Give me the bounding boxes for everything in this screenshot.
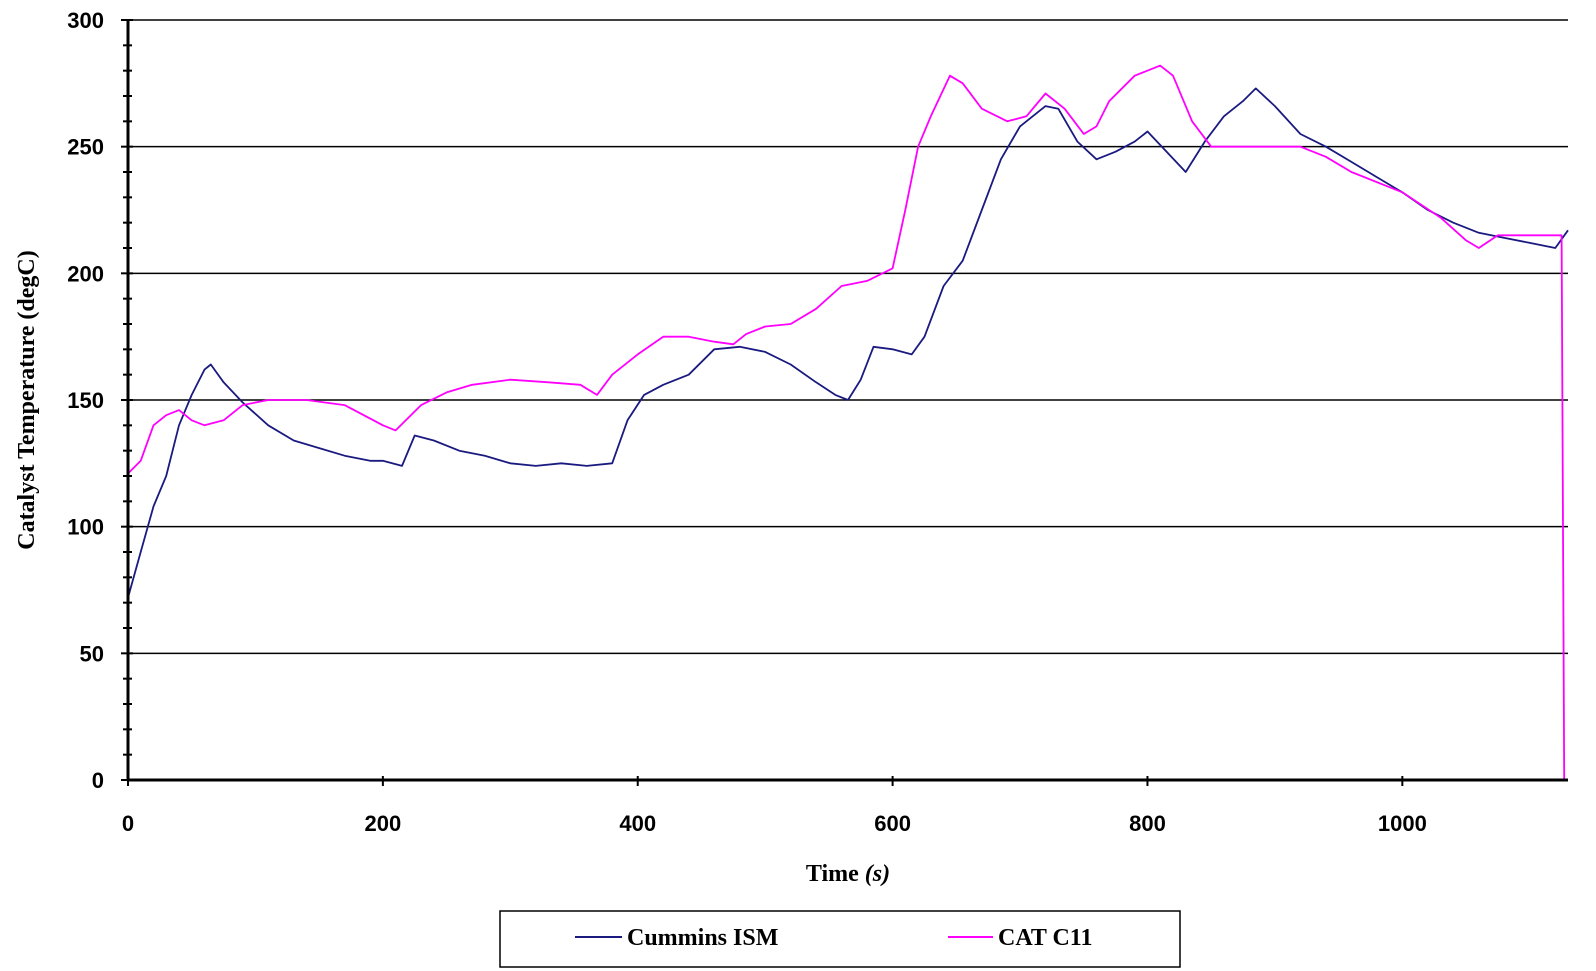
series-line-cat-c11 — [127, 64, 1566, 781]
legend-box — [499, 910, 1181, 968]
y-tick-label: 250 — [67, 135, 104, 160]
series-lines — [127, 64, 1569, 781]
x-axis: 0 200 400 600 800 1000 — [122, 776, 1568, 836]
gridlines — [128, 19, 1568, 655]
x-tick-label: 0 — [122, 811, 134, 836]
y-tick-label: 50 — [80, 641, 104, 666]
legend-label-cat-c11: CAT C11 — [998, 925, 1092, 951]
y-tick-label: 100 — [67, 515, 104, 540]
legend: Cummins ISM CAT C11 — [499, 910, 1181, 968]
x-axis-title-unit: (s) — [865, 861, 890, 887]
x-tick-label: 200 — [365, 811, 402, 836]
y-axis-title: Catalyst Temperature (degC) — [14, 250, 40, 550]
y-axis: 0 50 100 150 200 250 300 — [67, 8, 133, 793]
x-tick-label: 1000 — [1378, 811, 1427, 836]
y-tick-label: 300 — [67, 8, 104, 33]
x-axis-title-main: Time — [806, 861, 859, 887]
series-line-cummins-ism — [127, 87, 1569, 598]
y-tick-label: 150 — [67, 388, 104, 413]
x-tick-label: 400 — [619, 811, 656, 836]
y-tick-label: 200 — [67, 261, 104, 286]
x-axis-title: Time (s) — [806, 861, 890, 887]
x-tick-label: 600 — [874, 811, 911, 836]
x-tick-label: 800 — [1129, 811, 1166, 836]
y-tick-label: 0 — [92, 768, 104, 793]
legend-label-cummins-ism: Cummins ISM — [627, 925, 778, 951]
